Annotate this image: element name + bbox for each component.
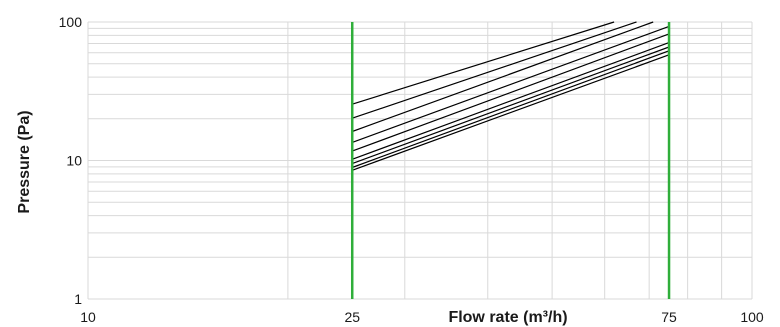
y-tick-label: 1 xyxy=(74,291,82,307)
series-line-4 xyxy=(351,25,670,143)
marker-lines xyxy=(350,22,671,299)
x-tick-label: 100 xyxy=(740,309,764,325)
series-line-2 xyxy=(352,21,637,119)
series-line-7 xyxy=(351,46,670,165)
x-tick-label: 25 xyxy=(344,309,360,325)
series-lines xyxy=(351,21,670,171)
y-tick-label: 100 xyxy=(59,14,83,30)
series-line-5 xyxy=(351,33,670,152)
tick-labels: 10 25 75 100 1 10 100 xyxy=(59,14,764,325)
grid xyxy=(87,21,753,300)
x-tick-label: 75 xyxy=(661,309,677,325)
series-line-8 xyxy=(351,50,670,169)
x-axis-label: Flow rate (m³/h) xyxy=(448,309,567,326)
y-tick-label: 10 xyxy=(66,153,82,169)
series-line-3 xyxy=(351,21,654,133)
series-line-9 xyxy=(351,54,670,171)
series-line-1 xyxy=(352,21,615,105)
y-axis-label: Pressure (Pa) xyxy=(16,110,33,213)
series-line-6 xyxy=(351,42,670,160)
x-tick-label: 10 xyxy=(80,309,96,325)
